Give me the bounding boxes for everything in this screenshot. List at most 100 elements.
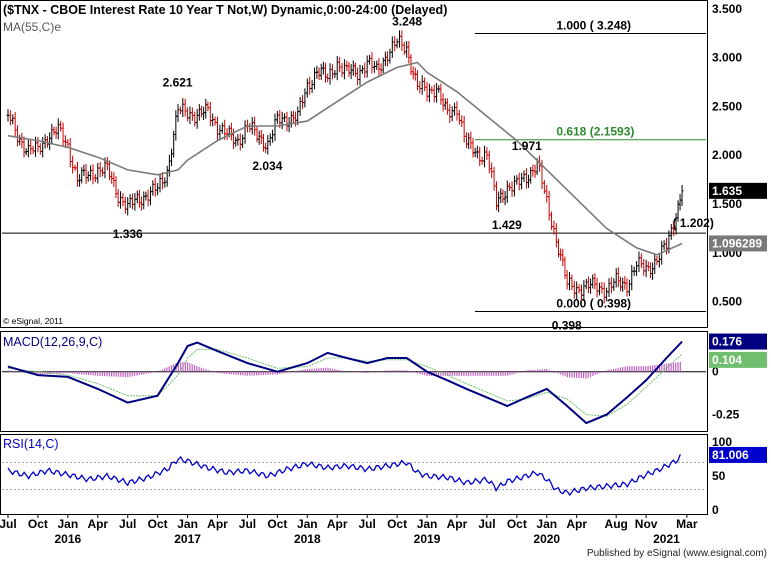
price-bar (524, 168, 528, 189)
price-bar (370, 52, 374, 74)
price-bar (148, 186, 152, 206)
macd-tick-label: 0 (712, 365, 719, 379)
price-bar (121, 192, 125, 207)
price-annotation: 2.621 (163, 76, 193, 90)
price-bar (353, 62, 357, 77)
price-bar (261, 133, 265, 152)
price-bar (101, 167, 105, 177)
macd-panel: 0 -0.25 0.176 0.104 (2, 333, 767, 425)
price-bar (662, 240, 666, 251)
price-bar (41, 136, 45, 158)
price-bar (158, 174, 162, 193)
price-bar (637, 251, 641, 273)
price-bar (195, 108, 199, 129)
price-bar (20, 132, 24, 149)
price-bar (568, 272, 572, 291)
price-bar (234, 136, 238, 147)
price-bar (441, 93, 445, 112)
price-bar (512, 175, 516, 197)
x-year-label: 2019 (414, 532, 441, 546)
price-bar (13, 111, 17, 137)
x-month-label: Oct (267, 517, 287, 531)
price-bar (368, 54, 372, 65)
price-bar (591, 274, 595, 289)
x-month-label: Jan (297, 517, 318, 531)
rsi-tick-label: 50 (712, 469, 726, 483)
price-bar (319, 63, 323, 80)
x-month-label: Nov (635, 517, 658, 531)
price-bar (450, 106, 454, 122)
price-bar (56, 118, 60, 140)
price-bar (644, 259, 648, 278)
price-bar (86, 171, 90, 182)
price-bar (197, 103, 201, 121)
price-annotation: 1.971 (512, 139, 542, 153)
x-month-label: Apr (207, 517, 228, 531)
price-bar (26, 139, 30, 158)
macd-line (7, 340, 683, 425)
price-bar (273, 113, 277, 141)
x-month-label: Aug (605, 517, 628, 531)
price-bar (310, 79, 314, 93)
price-bar (312, 67, 316, 90)
price-bar (324, 62, 328, 83)
price-bar (294, 111, 298, 127)
price-bar (363, 62, 367, 78)
price-bar (423, 77, 427, 91)
macd-panel-frame (0, 331, 708, 432)
price-bar (285, 111, 289, 132)
price-bar (202, 106, 206, 121)
price-bar (365, 55, 369, 78)
price-bar (48, 132, 52, 151)
support-line-label: ( 1.202) (672, 216, 713, 230)
rsi-value-label-group: 81.006 (709, 446, 767, 463)
price-bar (335, 55, 339, 81)
price-bar (186, 107, 190, 122)
price-bar (68, 138, 72, 168)
rsi-tick-label: 0 (712, 503, 719, 517)
price-bar (326, 73, 330, 83)
price-bar (545, 184, 549, 203)
price-bar (550, 211, 554, 230)
price-bar (589, 278, 593, 294)
price-annotation: 1.429 (492, 218, 522, 232)
price-annotation: 0.398 (552, 319, 582, 333)
x-month-label: Apr (447, 517, 468, 531)
price-bar (8, 110, 12, 126)
fib-level-label: 0.000 ( 0.398) (556, 297, 631, 311)
x-month-label: Jul (239, 517, 256, 531)
price-bar (119, 191, 123, 209)
rsi-legend: RSI(14,C) (3, 437, 59, 451)
x-month-label: Oct (387, 517, 407, 531)
price-bar (510, 181, 514, 198)
price-bar (220, 122, 224, 134)
price-bar (492, 166, 496, 191)
x-year-label: 2020 (533, 532, 560, 546)
price-bar (342, 59, 346, 80)
price-bar (565, 270, 569, 290)
price-bar (151, 180, 155, 196)
price-bar (167, 154, 171, 177)
price-bar (460, 115, 464, 128)
copyright-text: © eSignal, 2011 (3, 316, 63, 326)
price-bar (465, 132, 469, 149)
price-bar (360, 65, 364, 74)
price-bar (50, 123, 54, 145)
price-tick-label: 0.500 (712, 295, 742, 309)
price-bar (467, 132, 471, 149)
x-year-label: 2021 (653, 532, 680, 546)
price-bar (487, 150, 491, 174)
price-bar (330, 64, 334, 80)
price-bar (425, 81, 429, 102)
last-price-label: 1.635 (712, 184, 742, 198)
price-bar (328, 63, 332, 85)
price-bar (248, 122, 252, 133)
price-bar (381, 57, 385, 73)
last-price-label-bg (709, 182, 767, 199)
price-bar (347, 62, 351, 77)
price-panel: 3.5003.0002.5002.0001.5001.0000.5001.000… (2, 2, 767, 333)
price-bar (625, 278, 629, 297)
price-bar (38, 143, 42, 155)
price-bar (383, 51, 387, 67)
price-bar (405, 41, 409, 58)
